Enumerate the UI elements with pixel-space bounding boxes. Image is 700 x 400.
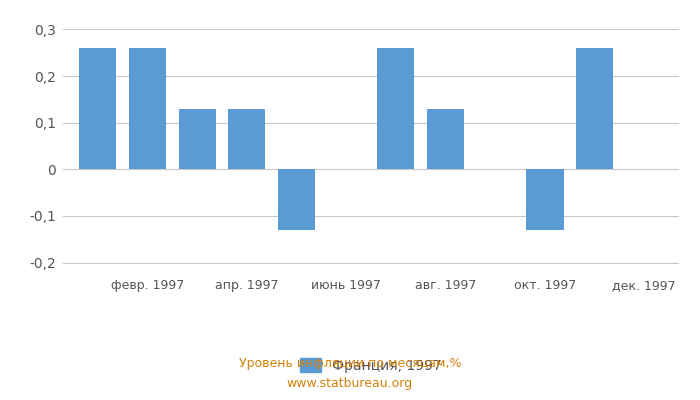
- Text: Уровень инфляции по месяцам,%: Уровень инфляции по месяцам,%: [239, 358, 461, 370]
- Bar: [79, 48, 116, 169]
- Bar: [228, 109, 265, 169]
- Bar: [427, 109, 464, 169]
- Bar: [178, 109, 216, 169]
- Bar: [278, 169, 315, 230]
- Legend: Франция, 1997: Франция, 1997: [295, 352, 447, 378]
- Bar: [526, 169, 564, 230]
- Bar: [129, 48, 166, 169]
- Bar: [377, 48, 414, 169]
- Text: www.statbureau.org: www.statbureau.org: [287, 378, 413, 390]
- Bar: [576, 48, 613, 169]
